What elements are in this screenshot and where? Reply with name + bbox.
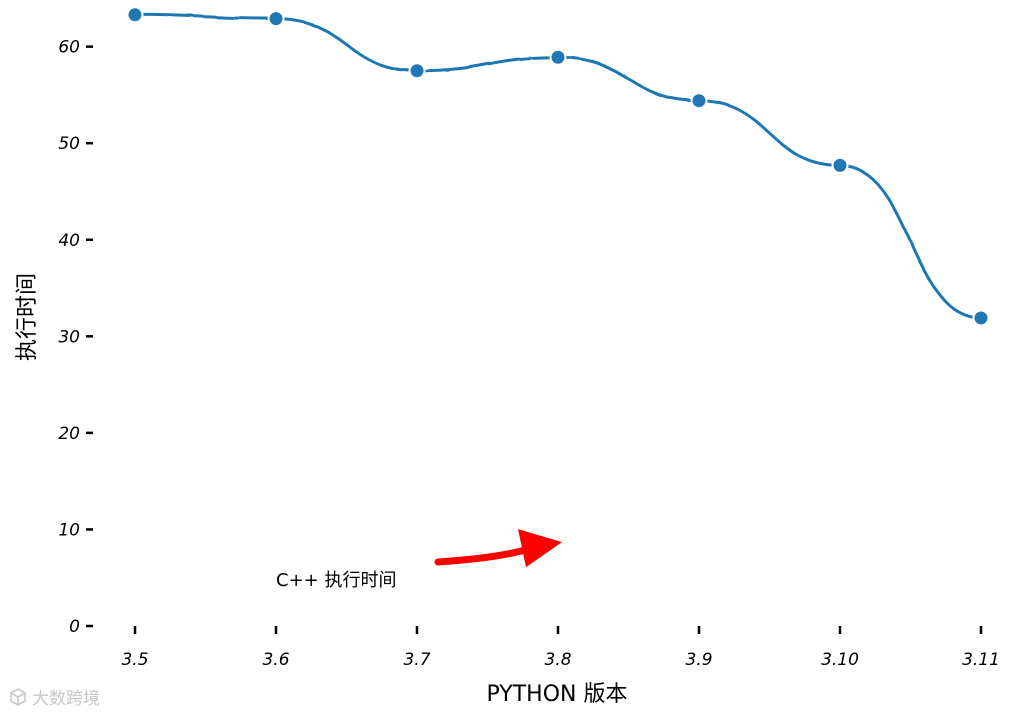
data-point	[972, 309, 990, 327]
y-tick-label: 10	[58, 520, 80, 540]
x-tick-label: 3.5	[121, 650, 148, 670]
y-tick-label: 30	[58, 327, 80, 347]
y-tick-label: 20	[58, 424, 80, 444]
y-tick-label: 40	[58, 231, 80, 251]
annotation-arrow-head	[518, 529, 562, 568]
annotation-arrow	[434, 544, 536, 566]
watermark-text: 大数跨境	[32, 689, 100, 709]
python-series	[126, 6, 990, 327]
data-point	[549, 48, 567, 66]
y-ticks: 0 10 20 30 40 50 60	[58, 38, 93, 637]
x-tick-label: 3.7	[403, 650, 430, 670]
y-tick-label: 50	[58, 134, 80, 154]
y-axis-title: 执行时间	[15, 273, 40, 361]
annotation-text: C++ 执行时间	[276, 570, 396, 591]
cube-logo-icon	[10, 687, 26, 706]
data-point	[267, 10, 285, 28]
data-point	[408, 62, 426, 80]
x-tick-label: 3.6	[262, 650, 289, 670]
y-axis: 0 10 20 30 40 50 60	[58, 8, 95, 637]
python-series-points	[126, 6, 990, 327]
x-axis: 3.5 3.6 3.7 3.8 3.9 3.10 3.11	[93, 624, 1024, 670]
x-tick-label: 3.11	[962, 650, 1000, 670]
y-tick-label: 60	[58, 38, 80, 58]
y-tick-label: 0	[69, 617, 80, 637]
data-point	[126, 6, 144, 24]
data-point	[831, 156, 849, 174]
watermark: 大数跨境	[8, 684, 100, 709]
data-point	[690, 92, 708, 110]
x-axis-title: PYTHON 版本	[487, 682, 628, 707]
annotation: C++ 执行时间	[276, 529, 562, 591]
x-tick-label: 3.8	[544, 650, 571, 670]
x-ticks: 3.5 3.6 3.7 3.8 3.9 3.10 3.11	[121, 626, 1000, 670]
x-tick-label: 3.10	[821, 650, 859, 670]
x-tick-label: 3.9	[685, 650, 712, 670]
